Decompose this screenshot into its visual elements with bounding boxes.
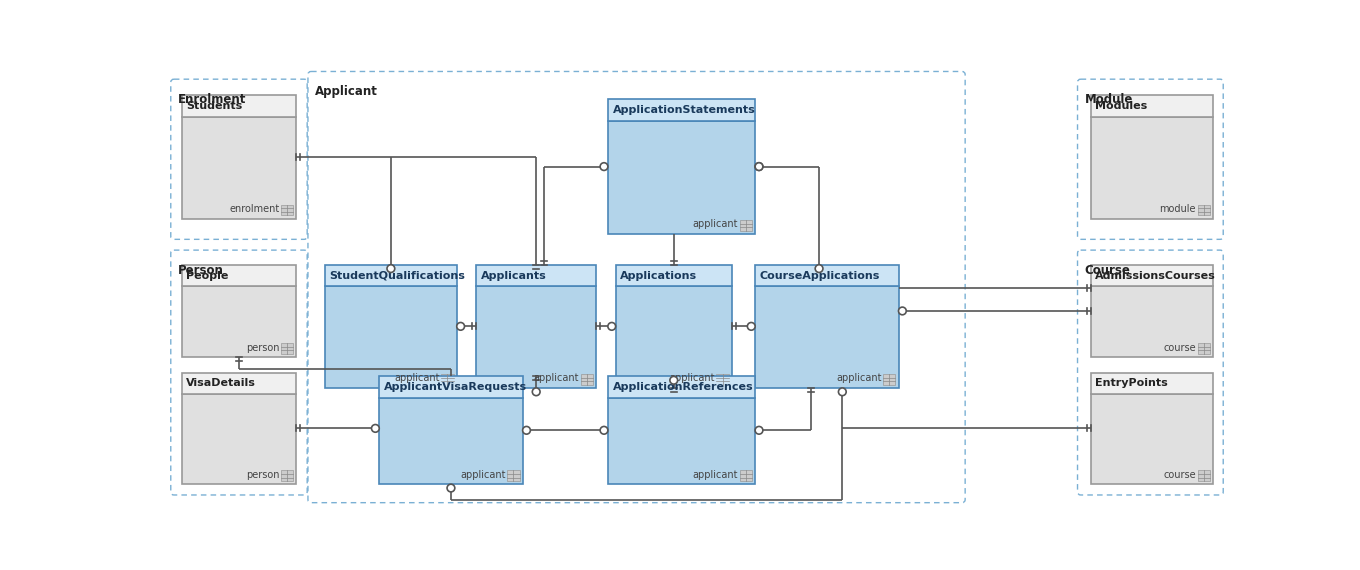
Text: applicant: applicant: [692, 219, 738, 229]
Text: ApplicationReferences: ApplicationReferences: [612, 382, 753, 392]
Text: EntryPoints: EntryPoints: [1095, 378, 1168, 388]
Text: Enrolment: Enrolment: [178, 93, 246, 106]
Bar: [182, 373, 296, 394]
Bar: [325, 264, 457, 286]
Circle shape: [608, 323, 616, 330]
Circle shape: [838, 388, 846, 396]
Bar: [182, 264, 296, 286]
Circle shape: [815, 264, 823, 272]
Bar: [581, 374, 593, 385]
Bar: [1091, 373, 1213, 394]
Circle shape: [755, 426, 763, 434]
Bar: [476, 264, 596, 286]
Circle shape: [755, 162, 763, 170]
Text: course: course: [1163, 470, 1195, 479]
Bar: [1091, 394, 1213, 484]
Bar: [1091, 117, 1213, 218]
Bar: [616, 286, 732, 388]
Bar: [182, 95, 296, 117]
Text: People: People: [186, 271, 228, 280]
Text: Students: Students: [186, 101, 242, 111]
Text: Course: Course: [1084, 264, 1130, 277]
Bar: [883, 374, 895, 385]
Text: applicant: applicant: [669, 373, 715, 384]
Bar: [755, 264, 899, 286]
Bar: [740, 470, 752, 481]
Text: Modules: Modules: [1095, 101, 1148, 111]
Bar: [740, 220, 752, 231]
Circle shape: [755, 162, 763, 170]
Bar: [182, 394, 296, 484]
Bar: [507, 470, 520, 481]
Text: ApplicantVisaRequests: ApplicantVisaRequests: [384, 382, 528, 392]
Text: applicant: applicant: [836, 373, 881, 384]
Bar: [608, 99, 755, 121]
Bar: [379, 376, 522, 398]
Bar: [608, 121, 755, 234]
Bar: [608, 398, 755, 484]
Circle shape: [899, 307, 906, 315]
Bar: [755, 286, 899, 388]
Bar: [476, 286, 596, 388]
Text: applicant: applicant: [394, 373, 439, 384]
Bar: [182, 117, 296, 218]
Bar: [717, 374, 729, 385]
Text: ApplicationStatements: ApplicationStatements: [612, 105, 755, 115]
Bar: [379, 398, 522, 484]
Circle shape: [522, 426, 530, 434]
Bar: [441, 374, 454, 385]
Text: applicant: applicant: [692, 470, 738, 479]
Bar: [608, 376, 755, 398]
Circle shape: [600, 426, 608, 434]
Bar: [1198, 343, 1210, 354]
Text: Person: Person: [178, 264, 223, 277]
Text: person: person: [246, 343, 279, 352]
Bar: [1091, 286, 1213, 357]
Text: Applicant: Applicant: [316, 86, 378, 99]
Circle shape: [670, 376, 677, 384]
Bar: [280, 205, 294, 215]
Circle shape: [388, 264, 394, 272]
Text: applicant: applicant: [460, 470, 506, 479]
Circle shape: [600, 162, 608, 170]
Circle shape: [457, 323, 465, 330]
Circle shape: [748, 323, 755, 330]
Text: Applicants: Applicants: [481, 271, 547, 280]
Bar: [182, 286, 296, 357]
Text: AdmissionsCourses: AdmissionsCourses: [1095, 271, 1216, 280]
Text: module: module: [1160, 204, 1195, 214]
Bar: [1198, 470, 1210, 481]
Text: enrolment: enrolment: [228, 204, 279, 214]
Text: VisaDetails: VisaDetails: [186, 378, 256, 388]
Text: StudentQualifications: StudentQualifications: [329, 271, 465, 280]
Text: applicant: applicant: [533, 373, 579, 384]
Bar: [616, 264, 732, 286]
Bar: [280, 343, 294, 354]
Bar: [325, 286, 457, 388]
Text: person: person: [246, 470, 279, 479]
Circle shape: [371, 425, 379, 432]
Circle shape: [532, 388, 540, 396]
Bar: [1091, 95, 1213, 117]
Bar: [1091, 264, 1213, 286]
Text: Applications: Applications: [620, 271, 698, 280]
Circle shape: [447, 484, 454, 492]
Bar: [280, 470, 294, 481]
Text: course: course: [1163, 343, 1195, 352]
Text: CourseApplications: CourseApplications: [760, 271, 880, 280]
Bar: [1198, 205, 1210, 215]
Text: Module: Module: [1084, 93, 1133, 106]
